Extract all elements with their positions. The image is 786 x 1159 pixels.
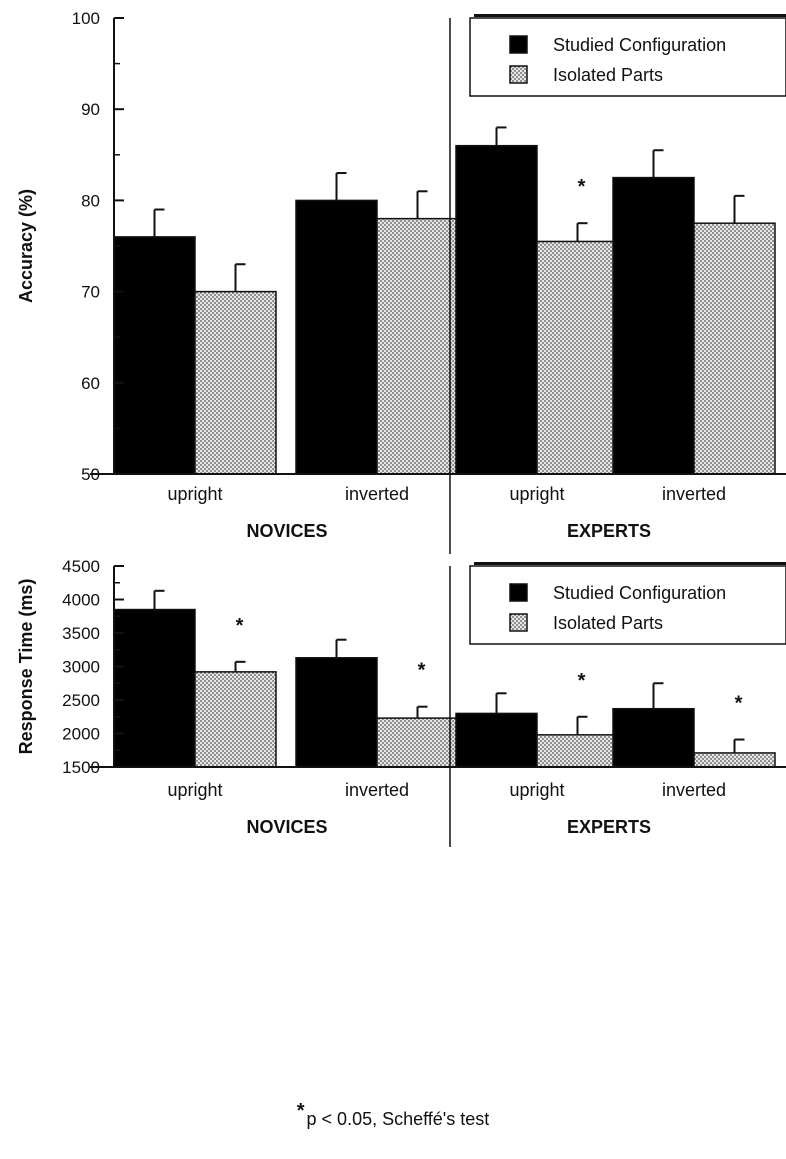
group-label: EXPERTS	[567, 521, 651, 541]
bar-studied-configuration	[113, 236, 196, 475]
bar-isolated-parts	[536, 240, 619, 475]
y-tick-label: 90	[81, 100, 100, 119]
group-label: NOVICES	[246, 521, 327, 541]
bar-studied-configuration	[295, 199, 378, 475]
bar-isolated-parts	[194, 290, 277, 475]
bar-studied-configuration	[612, 707, 695, 768]
legend-swatch-studied	[509, 35, 528, 54]
bar-studied-configuration	[455, 144, 538, 475]
y-tick-label: 2500	[62, 691, 100, 710]
legend-label: Isolated Parts	[553, 65, 663, 85]
bar-isolated-parts	[376, 717, 459, 768]
y-tick-label: 50	[81, 465, 100, 484]
x-category-label: inverted	[662, 484, 726, 504]
footnote-text: p < 0.05, Scheffé's test	[306, 1109, 490, 1129]
x-category-label: upright	[167, 780, 222, 800]
legend-label: Isolated Parts	[553, 613, 663, 633]
y-tick-label: 4000	[62, 591, 100, 610]
legend-shadow-top	[474, 562, 786, 565]
bar-isolated-parts	[536, 734, 619, 768]
x-category-label: inverted	[662, 780, 726, 800]
legend-swatch-studied	[509, 583, 528, 602]
y-tick-label: 3000	[62, 658, 100, 677]
y-tick-label: 70	[81, 283, 100, 302]
y-tick-label: 4500	[62, 557, 100, 576]
significance-star: *	[418, 660, 426, 682]
y-tick-label: 80	[81, 191, 100, 210]
response-time-chart: * * * * 1500 2000 2500 3000 3500 4000 4500 Response…	[16, 557, 786, 847]
bar-isolated-parts	[376, 217, 459, 475]
legend-label: Studied Configuration	[553, 583, 726, 603]
x-category-label: inverted	[345, 484, 409, 504]
y-tick-label: 100	[72, 9, 100, 28]
group-label: NOVICES	[246, 817, 327, 837]
bar-studied-configuration	[295, 657, 378, 768]
bar-studied-configuration	[612, 176, 695, 475]
bar-isolated-parts	[693, 752, 776, 768]
legend-label: Studied Configuration	[553, 35, 726, 55]
y-tick-label: 60	[81, 374, 100, 393]
significance-star: *	[735, 693, 743, 715]
significance-star: *	[578, 176, 586, 198]
footnote: * p < 0.05, Scheffé's test	[0, 1100, 786, 1131]
group-label: EXPERTS	[567, 817, 651, 837]
significance-star: *	[236, 615, 244, 637]
x-category-label: upright	[167, 484, 222, 504]
y-tick-label: 3500	[62, 624, 100, 643]
accuracy-chart: * 50 60 70 80 90 100 Accuracy (%) upright inverte…	[16, 9, 786, 554]
y-axis-title: Accuracy (%)	[16, 189, 36, 303]
x-category-label: upright	[509, 484, 564, 504]
legend-swatch-isolated	[509, 613, 528, 632]
y-tick-label: 1500	[62, 758, 100, 777]
legend-swatch-isolated	[509, 65, 528, 84]
bar-isolated-parts	[194, 671, 277, 768]
legend-shadow-top	[474, 14, 786, 17]
x-category-label: inverted	[345, 780, 409, 800]
bar-studied-configuration	[113, 608, 196, 768]
y-tick-label: 2000	[62, 725, 100, 744]
x-category-label: upright	[509, 780, 564, 800]
bar-studied-configuration	[455, 712, 538, 768]
bar-isolated-parts	[693, 222, 776, 475]
y-axis-title: Response Time (ms)	[16, 579, 36, 755]
footnote-star: *	[296, 1100, 305, 1122]
significance-star: *	[578, 670, 586, 692]
